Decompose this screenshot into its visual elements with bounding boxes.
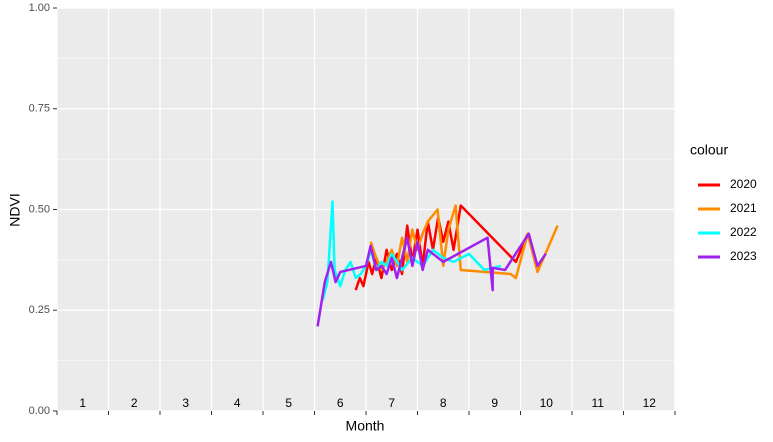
legend-label: 2023 [730, 249, 757, 263]
month-label: 6 [337, 396, 344, 410]
series-line [369, 204, 559, 280]
month-label: 8 [440, 396, 447, 410]
month-label: 7 [388, 396, 395, 410]
y-tick-label: 1.00 [29, 2, 50, 14]
legend: 2020 2021 2022 2023 [698, 177, 757, 263]
y-tick-label: 0.00 [29, 405, 50, 417]
month-label: 11 [592, 396, 605, 410]
month-label: 2 [131, 396, 138, 410]
y-tick-label: 0.25 [29, 304, 50, 316]
y-tick-label: 0.75 [29, 103, 50, 115]
series-line [316, 232, 547, 327]
month-label: 1 [79, 396, 86, 410]
month-label: 3 [182, 396, 189, 410]
lines [316, 200, 559, 327]
month-label: 10 [540, 396, 554, 410]
month-label: 5 [285, 396, 292, 410]
legend-label: 2021 [730, 201, 757, 215]
axes: 0.000.250.500.751.001 2 3 4 5 6 7 8 9 10 11 12 [29, 2, 676, 417]
legend-title: colour [690, 142, 728, 158]
legend-label: 2020 [730, 177, 757, 191]
month-label: 9 [491, 396, 498, 410]
month-label: 12 [643, 396, 657, 410]
y-axis-title: NDVI [7, 193, 23, 226]
legend-label: 2022 [730, 225, 757, 239]
series-line [321, 200, 502, 301]
x-axis-title: Month [346, 418, 385, 434]
y-tick-label: 0.50 [29, 203, 50, 215]
month-label: 4 [234, 396, 241, 410]
